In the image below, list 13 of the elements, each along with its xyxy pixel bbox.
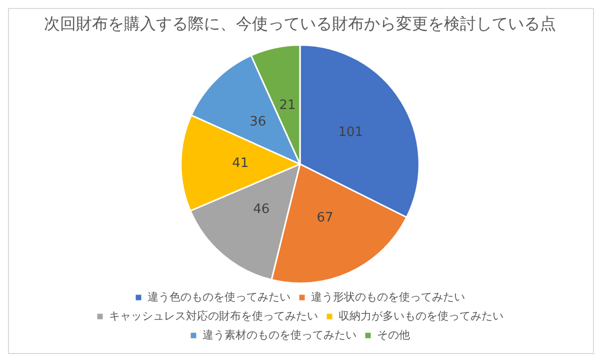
data-label: 46: [253, 202, 270, 217]
legend-label: その他: [377, 328, 410, 342]
data-label: 101: [338, 125, 364, 140]
data-label: 36: [250, 114, 266, 130]
legend-label: 違う形状のものを使ってみたい: [311, 290, 465, 304]
legend-label: 収納力が多いものを使ってみたい: [338, 309, 504, 322]
legend-label: 違う色のものを使ってみたい: [148, 290, 290, 304]
chart-title: 次回財布を購入する際に、今使っている財布から変更を検討している点: [44, 14, 556, 33]
legend-label: キャッシュレス対応の財布を使ってみたい: [109, 309, 318, 322]
data-label: 21: [279, 98, 296, 114]
data-label: 41: [232, 156, 249, 171]
legend-label: 違う素材のものを使ってみたい: [202, 328, 356, 342]
data-label: 67: [316, 210, 334, 226]
